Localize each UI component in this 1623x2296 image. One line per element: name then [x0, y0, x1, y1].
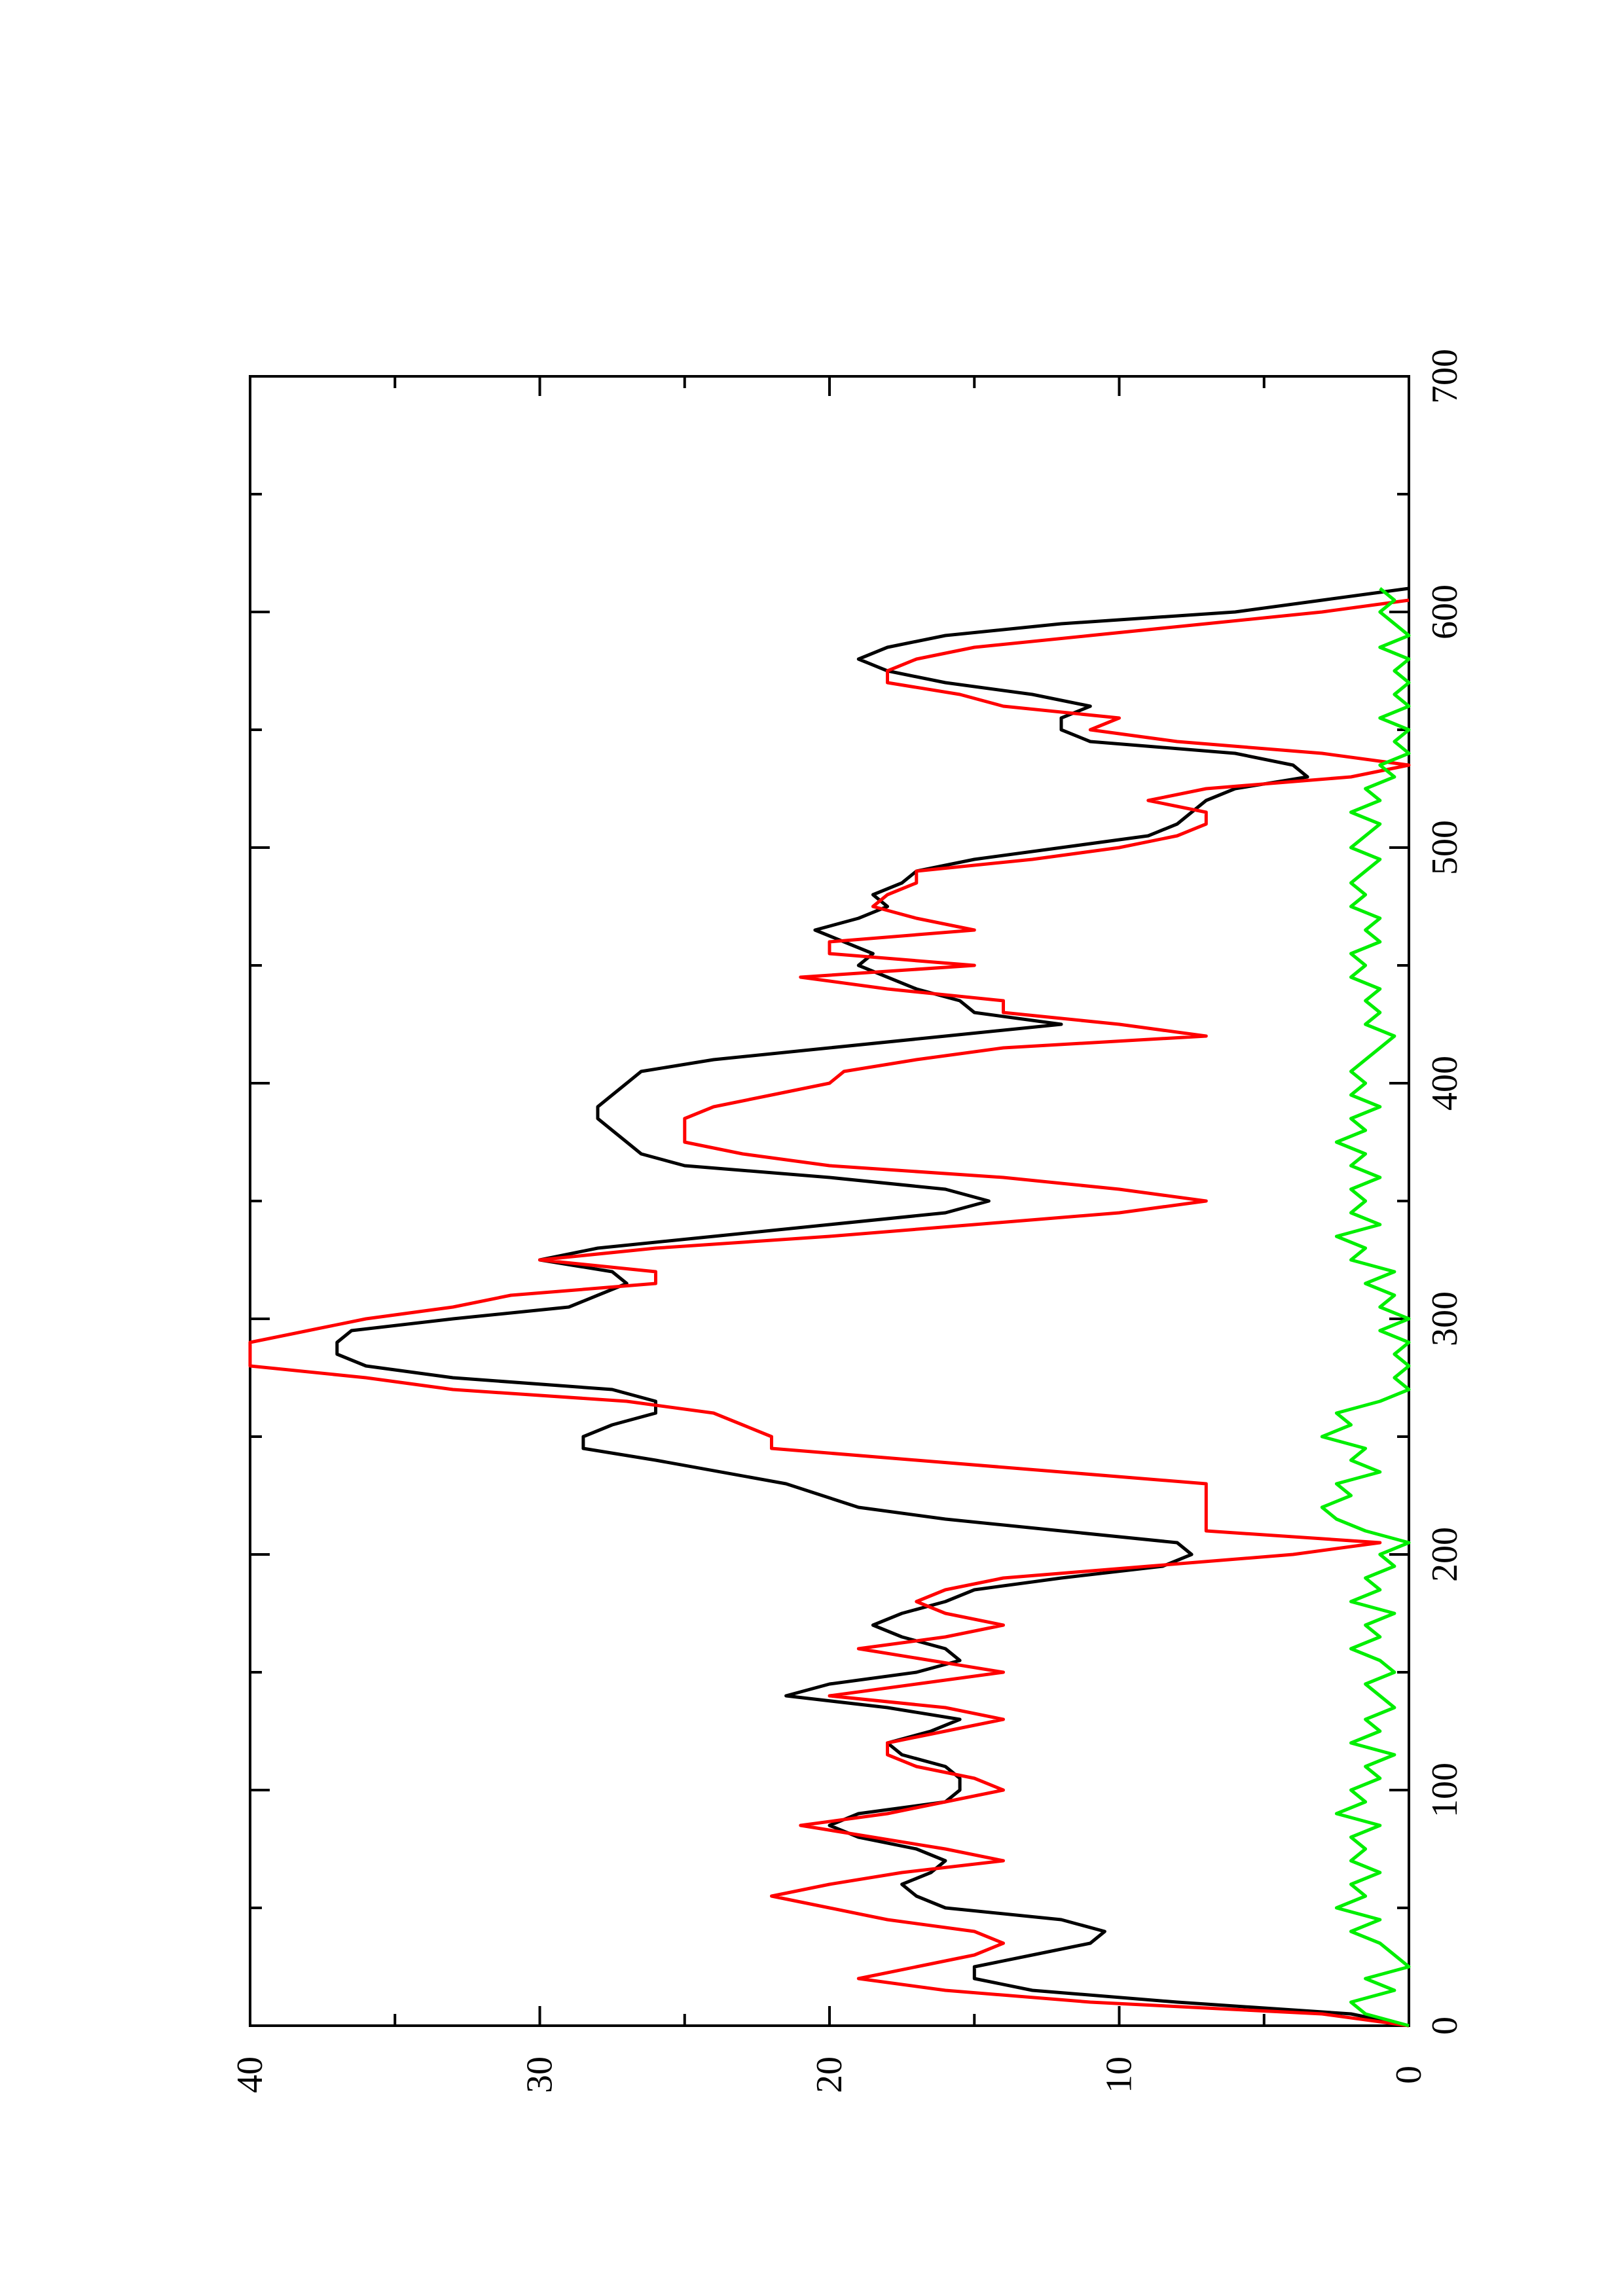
series-line-1	[335, 586, 1410, 2028]
y-tick-label: 30	[520, 2056, 560, 2093]
x-tick-label: 100	[1425, 1763, 1465, 1818]
y-tick-labels: 0 10 20 30 40	[230, 2056, 1429, 2093]
y-tick-label: 40	[230, 2056, 270, 2093]
x-tick-label: 0	[1425, 2017, 1465, 2035]
series-line-2	[248, 598, 1411, 2028]
series-line-3	[1320, 587, 1411, 2028]
axis-ticks	[249, 375, 1410, 2027]
y-tick-label: 0	[1389, 2066, 1429, 2084]
x-tick-label: 200	[1425, 1527, 1465, 1582]
x-tick-label: 600	[1425, 584, 1465, 639]
x-tick-labels: 0 100 200 300 400 500 600 700	[1425, 349, 1465, 2035]
x-tick-label: 700	[1425, 349, 1465, 404]
x-tick-label: 300	[1425, 1291, 1465, 1346]
y-tick-label: 20	[809, 2056, 850, 2093]
y-tick-label: 10	[1099, 2056, 1140, 2093]
series-layer	[248, 586, 1411, 2028]
x-tick-label: 500	[1425, 820, 1465, 875]
x-tick-label: 400	[1425, 1056, 1465, 1111]
plot-frame	[249, 375, 1410, 2027]
